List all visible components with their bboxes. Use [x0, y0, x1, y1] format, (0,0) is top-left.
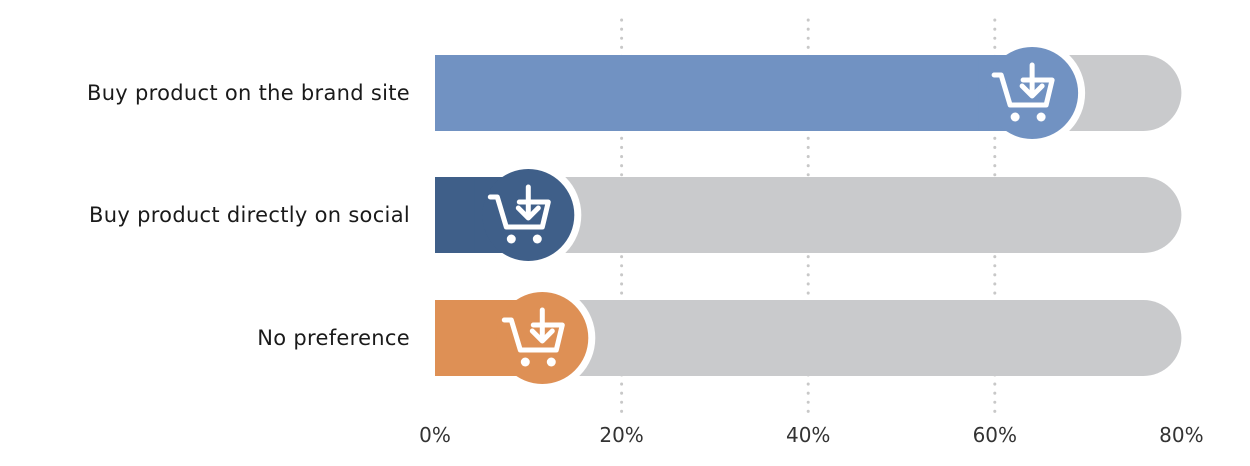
category-label: No preference: [257, 326, 410, 350]
category-label: Buy product on the brand site: [87, 81, 410, 105]
bar-track: [435, 177, 1182, 253]
bar-track: [435, 300, 1182, 376]
bar: [435, 55, 1033, 131]
x-axis-ticks: 0% 20% 40% 60% 80%: [419, 423, 1203, 447]
x-tick-label: 80%: [1159, 423, 1203, 447]
x-tick-label: 0%: [419, 423, 451, 447]
bar-row: [435, 285, 1182, 391]
category-labels: Buy product on the brand site Buy product…: [87, 81, 410, 350]
bars: [435, 40, 1182, 391]
x-tick-label: 20%: [599, 423, 643, 447]
x-tick-label: 40%: [786, 423, 830, 447]
shopping-cart-download-icon: [991, 62, 1055, 122]
bar-row: [435, 40, 1182, 146]
x-tick-label: 60%: [973, 423, 1017, 447]
category-label: Buy product directly on social: [89, 203, 410, 227]
bar-row: [435, 162, 1182, 268]
shopping-cart-download-icon: [501, 307, 565, 367]
shopping-cart-download-icon: [487, 184, 551, 244]
